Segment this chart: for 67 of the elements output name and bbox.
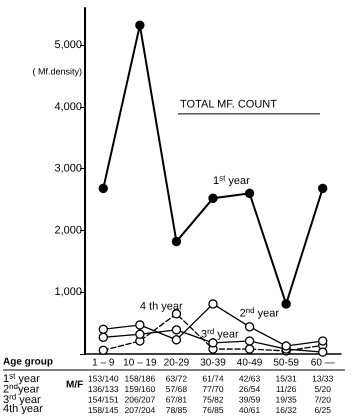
x-tick-label: 30-39 (200, 358, 226, 368)
text: M/F (66, 380, 84, 390)
point (208, 194, 218, 203)
x-axis-title: Age group (3, 356, 53, 368)
point (208, 338, 218, 348)
x-tick-label: 60 — (310, 358, 335, 368)
series-label: 4 th year (140, 300, 183, 313)
text: 13/33 (312, 374, 334, 384)
text: 7/20 (314, 394, 332, 404)
point (135, 320, 145, 330)
text: 136/133 (88, 384, 119, 394)
text: 159/160 (124, 384, 156, 394)
point (282, 341, 291, 351)
text: 158/145 (88, 405, 119, 415)
text: 153/140 (88, 374, 119, 384)
point (135, 330, 145, 339)
text: 15/31 (276, 374, 298, 384)
x-tick-label: 50-59 (273, 358, 300, 368)
point (172, 335, 182, 344)
y-tick-label: 5,000 (54, 39, 82, 52)
x-tick-label: 1 – 9 (92, 358, 115, 368)
point (318, 348, 328, 357)
x-tick-label: 10 – 19 (123, 358, 157, 368)
point (98, 184, 108, 194)
x-tick-label: 40-49 (236, 358, 263, 368)
point (318, 336, 328, 346)
y-tick-label: 3,000 (54, 162, 82, 175)
text: 40/61 (238, 405, 260, 415)
text: TOTAL MF. COUNT (180, 98, 278, 110)
point (244, 336, 254, 346)
text: 206/207 (124, 394, 156, 404)
text: 16/32 (276, 405, 298, 415)
text: 11/26 (276, 384, 297, 394)
point (98, 346, 108, 355)
text: 26/54 (238, 384, 260, 394)
text: 207/204 (124, 405, 156, 415)
point (282, 299, 291, 309)
y-tick-label: 4,000 (54, 100, 82, 113)
point (318, 184, 328, 194)
text: 57/68 (166, 384, 188, 394)
point (98, 324, 108, 334)
point (244, 344, 254, 354)
text: 42/63 (238, 374, 260, 384)
text: 39/59 (238, 394, 260, 404)
text: 19/35 (276, 394, 298, 404)
y-tick-label: 2,000 (54, 224, 82, 236)
text: 6/25 (314, 405, 332, 415)
text: 63/72 (166, 374, 188, 384)
text: 75/82 (202, 394, 224, 404)
text: 76/85 (202, 405, 224, 415)
text: 5/20 (314, 384, 332, 394)
text: 154/151 (88, 394, 119, 404)
point (244, 188, 254, 198)
point (135, 20, 145, 30)
point (172, 325, 182, 335)
text: 61/74 (202, 374, 224, 384)
text: 77/70 (202, 384, 224, 394)
point (244, 322, 254, 332)
text: 67/81 (166, 394, 188, 404)
y-axis-title: ( Mf.density) (32, 66, 82, 76)
point (98, 332, 108, 342)
text: 78/85 (166, 405, 188, 415)
x-tick-label: 20-29 (164, 358, 190, 368)
point (172, 236, 182, 246)
text: 158/186 (124, 374, 156, 384)
point (208, 299, 218, 309)
y-tick-label: 1,000 (54, 286, 82, 298)
